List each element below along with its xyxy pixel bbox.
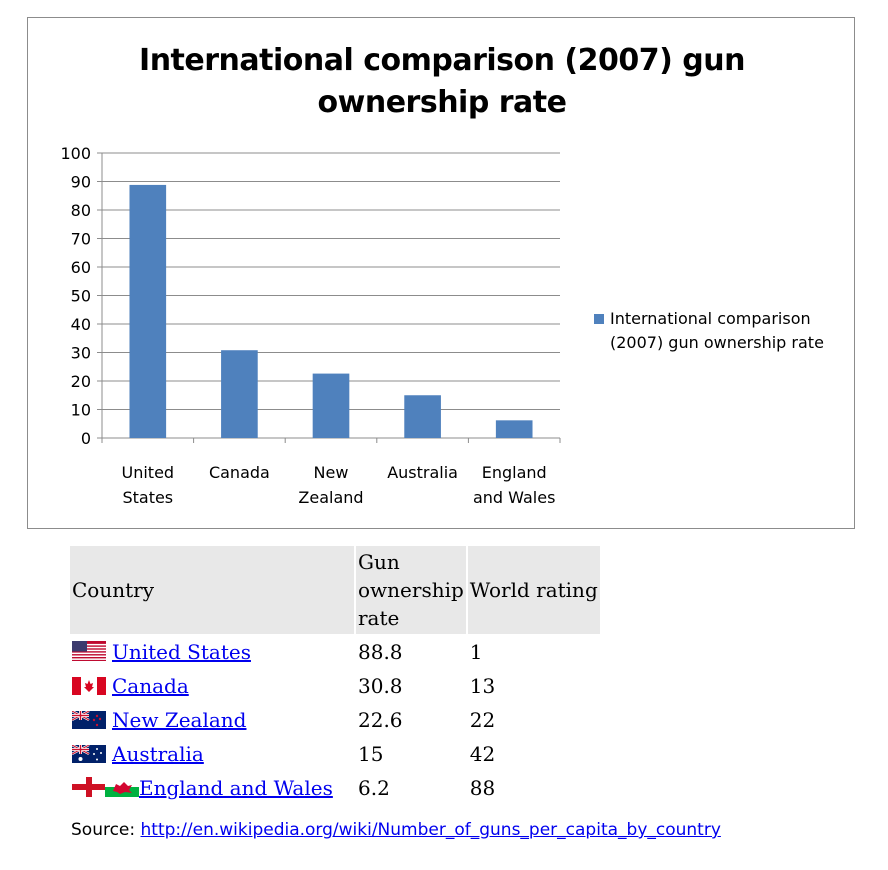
country-cell: Canada <box>70 670 354 702</box>
x-tick-label: Zealand <box>298 488 363 507</box>
country-link-canada[interactable]: Canada <box>112 674 189 698</box>
rate-cell: 6.2 <box>358 776 390 800</box>
chart-frame: International comparison (2007) gun owne… <box>27 17 855 529</box>
chart-title-line-1: International comparison (2007) gun <box>139 43 745 78</box>
y-tick-label: 80 <box>71 201 91 220</box>
x-tick-label: Australia <box>387 463 458 482</box>
x-tick-label: and Wales <box>473 488 555 507</box>
legend-label-line-2: (2007) gun ownership rate <box>610 333 824 352</box>
country-cell: Australia <box>70 738 354 770</box>
england-flag-icon <box>72 777 106 797</box>
rating-cell: 13 <box>469 674 496 698</box>
y-tick-label: 0 <box>81 429 91 448</box>
rating-cell: 88 <box>469 776 496 800</box>
bar-chart: 0 10 20 30 40 50 60 70 80 90 100 United States Canada… <box>60 144 561 507</box>
y-tick-label: 70 <box>71 230 91 249</box>
canada-flag-icon <box>72 677 106 695</box>
legend-label: International comparison (2007) gun owne… <box>610 307 850 355</box>
chart-title: International comparison (2007) gun owne… <box>28 40 856 124</box>
country-cell: New Zealand <box>70 704 354 736</box>
y-tick-label: 60 <box>71 258 91 277</box>
rate-cell: 15 <box>358 742 384 766</box>
table-header-row: Country Gun ownership rate World rating <box>70 546 600 634</box>
rate-cell: 88.8 <box>358 640 403 664</box>
x-tick-label: United <box>122 463 175 482</box>
australia-flag-icon <box>72 745 106 763</box>
table-row: England and Wales 6.2 88 <box>70 772 600 804</box>
wales-flag-icon <box>105 777 139 797</box>
x-tick-label: States <box>122 488 173 507</box>
y-tick-label: 30 <box>71 344 91 363</box>
y-tick-label: 40 <box>71 315 91 334</box>
y-tick-label: 10 <box>71 401 91 420</box>
source-note: Source: http://en.wikipedia.org/wiki/Num… <box>71 818 721 842</box>
country-link-england-and-wales[interactable]: England and Wales <box>139 776 333 800</box>
header-rate-line-2: ownership <box>358 578 464 602</box>
bar <box>312 373 350 438</box>
chart-title-line-2: ownership rate <box>317 85 567 120</box>
country-cell: England and Wales <box>70 772 354 804</box>
bar <box>495 420 533 438</box>
header-rate: Gun ownership rate <box>356 546 466 634</box>
rating-cell: 1 <box>469 640 483 664</box>
y-tick-label: 20 <box>71 372 91 391</box>
table-row: United States 88.8 1 <box>70 636 600 668</box>
gun-ownership-table: Country Gun ownership rate World rating … <box>68 544 602 806</box>
legend-swatch <box>594 314 604 324</box>
country-link-united-states[interactable]: United States <box>112 640 251 664</box>
table-row: Canada 30.8 13 <box>70 670 600 702</box>
header-rate-line-1: Gun <box>358 550 400 574</box>
legend-label-line-1: International comparison <box>610 309 811 328</box>
table-row: New Zealand 22.6 22 <box>70 704 600 736</box>
bar <box>129 184 167 438</box>
header-country: Country <box>70 546 354 634</box>
country-link-new-zealand[interactable]: New Zealand <box>112 708 247 732</box>
bar <box>404 395 441 438</box>
rate-cell: 22.6 <box>358 708 403 732</box>
x-tick-label: England <box>482 463 547 482</box>
header-rate-line-3: rate <box>358 606 400 630</box>
x-tick-label: New <box>314 463 349 482</box>
y-tick-label: 100 <box>60 144 91 163</box>
country-link-australia[interactable]: Australia <box>112 742 204 766</box>
rate-cell: 30.8 <box>358 674 403 698</box>
rating-cell: 42 <box>469 742 496 766</box>
bar <box>221 350 258 438</box>
y-tick-label: 50 <box>71 287 91 306</box>
source-link[interactable]: http://en.wikipedia.org/wiki/Number_of_g… <box>140 820 721 840</box>
source-label: Source: <box>71 820 141 840</box>
header-rating: World rating <box>467 546 600 634</box>
new-zealand-flag-icon <box>72 711 106 729</box>
x-tick-label: Canada <box>209 463 270 482</box>
country-cell: United States <box>70 636 354 668</box>
rating-cell: 22 <box>469 708 496 732</box>
table-row: Australia 15 42 <box>70 738 600 770</box>
y-tick-label: 90 <box>71 173 91 192</box>
usa-flag-icon <box>72 641 106 661</box>
